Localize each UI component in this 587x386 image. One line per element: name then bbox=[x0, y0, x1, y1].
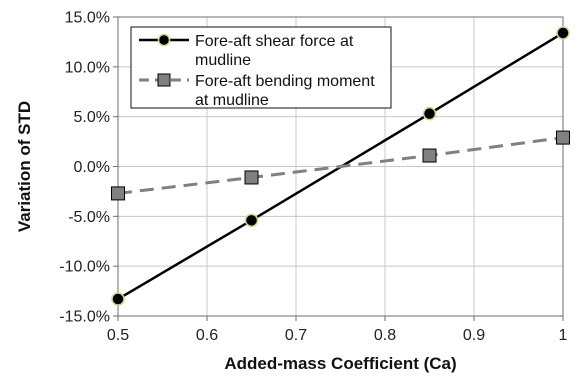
data-point bbox=[111, 186, 125, 201]
legend-label: at mudline bbox=[195, 92, 269, 109]
x-tick-label: 0.7 bbox=[285, 327, 307, 344]
data-point bbox=[422, 106, 437, 121]
x-tick-label: 1 bbox=[559, 327, 568, 344]
series-line bbox=[117, 136, 564, 195]
data-point bbox=[556, 26, 570, 40]
data-point bbox=[111, 292, 125, 306]
y-axis-title: Variation of STD bbox=[15, 101, 34, 232]
legend: Fore-aft shear force at mudline Fore-aft b… bbox=[130, 26, 392, 109]
x-tick-label: 0.8 bbox=[374, 327, 396, 344]
legend-marker bbox=[157, 33, 171, 47]
x-tick-label: 0.5 bbox=[107, 327, 129, 344]
y-tick-label: 5.0% bbox=[74, 109, 110, 126]
y-tick-label: 15.0% bbox=[65, 10, 110, 27]
y-tick-label: -15.0% bbox=[59, 309, 110, 326]
legend-label: Fore-aft bending moment bbox=[195, 73, 375, 90]
tick-layer: 0.5 0.6 0.7 0.8 0.9 1 15.0% 10.0% 5.0% 0.0% -5.0% -… bbox=[59, 10, 567, 345]
legend-entry-2: Fore-aft bending moment at mudline bbox=[139, 73, 375, 109]
y-tick-label: 0.0% bbox=[74, 159, 110, 176]
legend-label: Fore-aft shear force at bbox=[195, 33, 354, 50]
data-point bbox=[556, 130, 570, 145]
series-2 bbox=[111, 130, 570, 201]
legend-label: mudline bbox=[195, 52, 251, 69]
legend-entry-1: Fore-aft shear force at mudline bbox=[139, 33, 354, 69]
y-tick-label: -10.0% bbox=[59, 259, 110, 276]
y-tick-label: -5.0% bbox=[68, 209, 110, 226]
x-tick-label: 0.6 bbox=[196, 327, 218, 344]
legend-marker bbox=[157, 73, 171, 87]
x-axis-title: Added-mass Coefficient (Ca) bbox=[224, 354, 456, 373]
y-tick-label: 10.0% bbox=[65, 59, 110, 76]
data-point bbox=[244, 170, 259, 185]
data-point bbox=[244, 213, 259, 228]
data-point bbox=[422, 148, 437, 163]
series-layer bbox=[111, 26, 570, 306]
x-tick-label: 0.9 bbox=[463, 327, 485, 344]
